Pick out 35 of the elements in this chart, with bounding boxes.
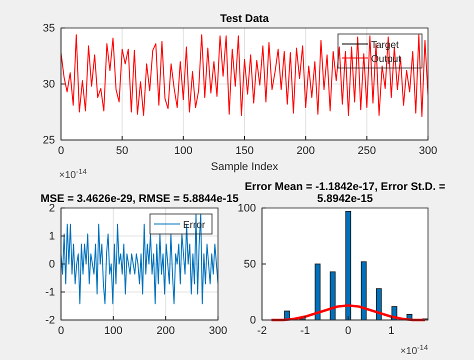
x-tick-label: 0: [345, 324, 352, 337]
y-tick-label: 0: [250, 314, 256, 327]
y-tick-label: 1: [48, 230, 55, 243]
y-tick-label: 50: [244, 258, 256, 271]
y-tick-label: 30: [42, 78, 55, 91]
x-tick-label: -1: [300, 324, 310, 337]
y-tick-label: 100: [238, 202, 256, 215]
x-tick-label: 300: [208, 324, 228, 337]
y-tick-label: -2: [45, 314, 55, 327]
x-tick-label: 1: [388, 324, 394, 337]
x-tick-label: 100: [104, 324, 123, 337]
x-tick-label: 0: [58, 144, 64, 157]
line-series: [61, 214, 218, 304]
y-tick-label: 0: [48, 258, 55, 271]
x-tick-label: 250: [358, 144, 376, 157]
x-tick-label: 200: [156, 324, 175, 337]
y-tick-label: 35: [42, 22, 55, 35]
x-tick-label: 0: [58, 324, 64, 337]
x-tick-label: -2: [257, 324, 267, 337]
x-tick-label: 300: [418, 144, 438, 157]
x-axis-title: Sample Index: [210, 161, 279, 173]
line-series: [270, 304, 426, 322]
y-tick-label: -1: [45, 286, 55, 299]
y-tick-label: 2: [48, 202, 55, 215]
x-tick-label: 200: [296, 144, 315, 157]
x-tick-label: 50: [116, 144, 128, 157]
x-tick-label: 100: [174, 144, 193, 157]
text: ×10$^{-14}$: [400, 342, 428, 357]
chart-title: Test Data: [220, 13, 270, 25]
x-tick-label: 150: [235, 144, 254, 157]
chart-title: MSE = 3.4626e-29, RMSE = 5.8844e-15: [40, 193, 239, 205]
chart-title: Error Mean = -1.1842e-17, Error St.D. = 5.8942e-15: [244, 181, 446, 205]
line-series: [61, 34, 428, 117]
text: ×10$^{-14}$: [59, 166, 87, 181]
y-tick-label: 25: [42, 134, 55, 147]
